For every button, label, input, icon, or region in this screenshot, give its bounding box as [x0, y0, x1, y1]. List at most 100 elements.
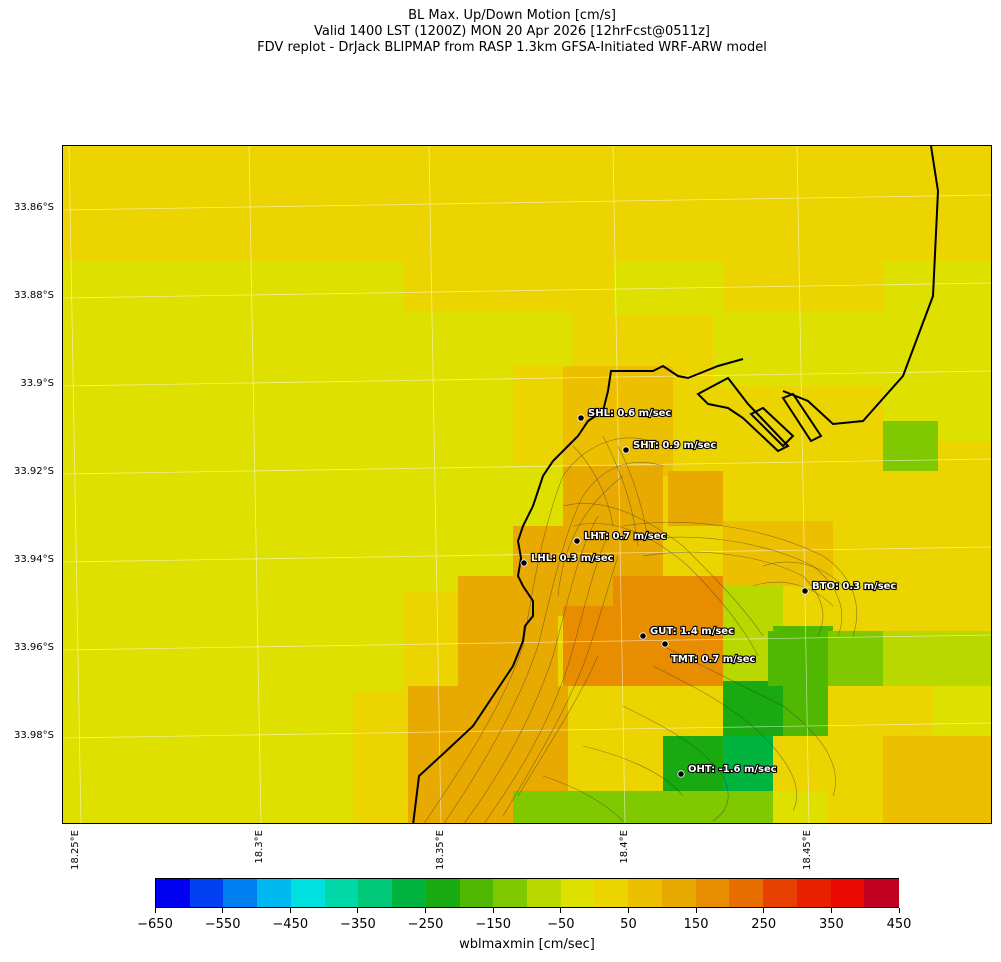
colorbar	[155, 878, 899, 908]
station-marker	[677, 770, 685, 778]
station-tmt[interactable]: TMT: 0.7 m/sec	[661, 640, 757, 666]
harbour-breakwater	[696, 376, 790, 453]
lat-label-3: 33.9°S	[20, 378, 54, 389]
station-gut[interactable]: GUT: 1.4 m/sec	[639, 625, 735, 640]
station-marker	[622, 446, 630, 454]
colorbar-label: wblmaxmin [cm/sec]	[459, 937, 595, 952]
coastline	[412, 358, 744, 823]
colorbar-tick-label: −350	[340, 917, 376, 932]
station-marker	[573, 537, 581, 545]
station-shl[interactable]: SHL: 0.6 m/sec	[577, 407, 673, 422]
station-label: OHT: -1.6 m/sec	[688, 764, 777, 775]
station-label: TMT: 0.7 m/sec	[671, 654, 756, 665]
colorbar-swatch	[729, 879, 764, 907]
colorbar-tick-label: −250	[407, 917, 444, 932]
lat-label-1: 33.86°S	[14, 202, 54, 213]
colorbar-swatch	[459, 879, 494, 907]
motion-cell	[723, 681, 783, 736]
harbour-mole-a	[749, 406, 795, 448]
colorbar-tick-label: −450	[272, 917, 309, 932]
motion-cell	[933, 686, 991, 736]
station-oht[interactable]: OHT: -1.6 m/sec	[677, 763, 778, 778]
colorbar-tick	[357, 908, 359, 913]
colorbar-swatch	[796, 879, 832, 907]
motion-cell	[883, 421, 938, 471]
colorbar-tick-label: −550	[204, 917, 241, 932]
colorbar-swatch	[560, 879, 596, 907]
station-marker	[661, 640, 669, 648]
station-label: SHT: 0.9 m/sec	[633, 440, 716, 451]
colorbar-tick	[492, 908, 494, 913]
station-lhl[interactable]: LHL: 0.3 m/sec	[520, 552, 615, 567]
colorbar-swatch	[290, 879, 326, 907]
colorbar-tick-label: 450	[886, 917, 912, 932]
colorbar-tick-label: 350	[818, 917, 844, 932]
east-coastline	[782, 146, 940, 426]
motion-cell	[883, 736, 991, 823]
colorbar-tick	[154, 908, 156, 913]
lat-label-5: 33.94°S	[14, 554, 54, 565]
colorbar-tick	[627, 908, 629, 913]
station-marker	[801, 587, 809, 595]
lon-label-3: 18.35°E	[435, 830, 446, 870]
lon-label-4: 18.4°E	[619, 830, 630, 864]
motion-cell	[828, 686, 883, 796]
motion-cell	[513, 791, 623, 823]
map-title-line2: Valid 1400 LST (1200Z) MON 20 Apr 2026 […	[314, 24, 710, 39]
lat-label-2: 33.88°S	[14, 290, 54, 301]
colorbar-swatch	[493, 879, 528, 907]
motion-field-cells	[63, 261, 991, 823]
lon-label-2: 18.3°E	[254, 830, 265, 864]
colorbar-tick	[898, 908, 900, 913]
motion-cell	[723, 736, 773, 791]
lon-label-5: 18.45°E	[802, 830, 813, 870]
colorbar-tick	[695, 908, 697, 913]
colorbar-swatch	[392, 879, 427, 907]
map-title-line1: BL Max. Up/Down Motion [cm/s]	[408, 8, 616, 23]
colorbar-tick-label: −50	[547, 917, 575, 932]
motion-cell	[613, 791, 773, 823]
colorbar-tick-label: −650	[137, 917, 173, 932]
colorbar-swatch	[864, 879, 899, 907]
motion-cell	[613, 576, 723, 686]
colorbar-swatch	[358, 879, 393, 907]
colorbar-tick	[763, 908, 765, 913]
colorbar-swatch	[628, 879, 663, 907]
colorbar-tick	[425, 908, 427, 913]
station-marker	[520, 559, 528, 567]
map-panel[interactable]: SHL: 0.6 m/sec SHT: 0.9 m/sec LHT: 0.7 m/s…	[62, 145, 992, 824]
lat-label-7: 33.98°S	[14, 730, 54, 741]
motion-cell	[773, 791, 828, 823]
colorbar-swatch	[425, 879, 461, 907]
colorbar-tick-label: −150	[475, 917, 512, 932]
colorbar-swatch	[527, 879, 562, 907]
colorbar-tick	[560, 908, 562, 913]
map-title-line3: FDV replot - DrJack BLIPMAP from RASP 1.…	[257, 40, 767, 55]
harbour-mole-b	[781, 392, 823, 443]
station-marker	[639, 632, 647, 640]
lat-lon-gridlines	[63, 146, 991, 823]
station-bto[interactable]: BTO: 0.3 m/sec	[801, 580, 898, 595]
motion-cell	[883, 631, 991, 686]
station-label: LHL: 0.3 m/sec	[531, 553, 614, 564]
colorbar-swatch	[156, 879, 191, 907]
lat-label-4: 33.92°S	[14, 466, 54, 477]
colorbar-tick-label: 50	[620, 917, 637, 932]
station-label: LHT: 0.7 m/sec	[584, 531, 666, 542]
colorbar-tick	[830, 908, 832, 913]
colorbar-swatch	[830, 879, 865, 907]
colorbar-tick	[289, 908, 291, 913]
motion-cell	[458, 576, 558, 686]
colorbar-tick	[222, 908, 224, 913]
station-marker	[577, 414, 585, 422]
colorbar-swatch	[763, 879, 798, 907]
station-lht[interactable]: LHT: 0.7 m/sec	[573, 530, 668, 545]
motion-cell	[723, 521, 833, 586]
motion-cell	[828, 631, 888, 686]
colorbar-swatch	[661, 879, 697, 907]
station-sht[interactable]: SHT: 0.9 m/sec	[622, 439, 717, 454]
map-canvas: SHL: 0.6 m/sec SHT: 0.9 m/sec LHT: 0.7 m/s…	[63, 146, 991, 823]
station-label: SHL: 0.6 m/sec	[588, 408, 671, 419]
lat-label-6: 33.96°S	[14, 642, 54, 653]
colorbar-swatch	[594, 879, 629, 907]
